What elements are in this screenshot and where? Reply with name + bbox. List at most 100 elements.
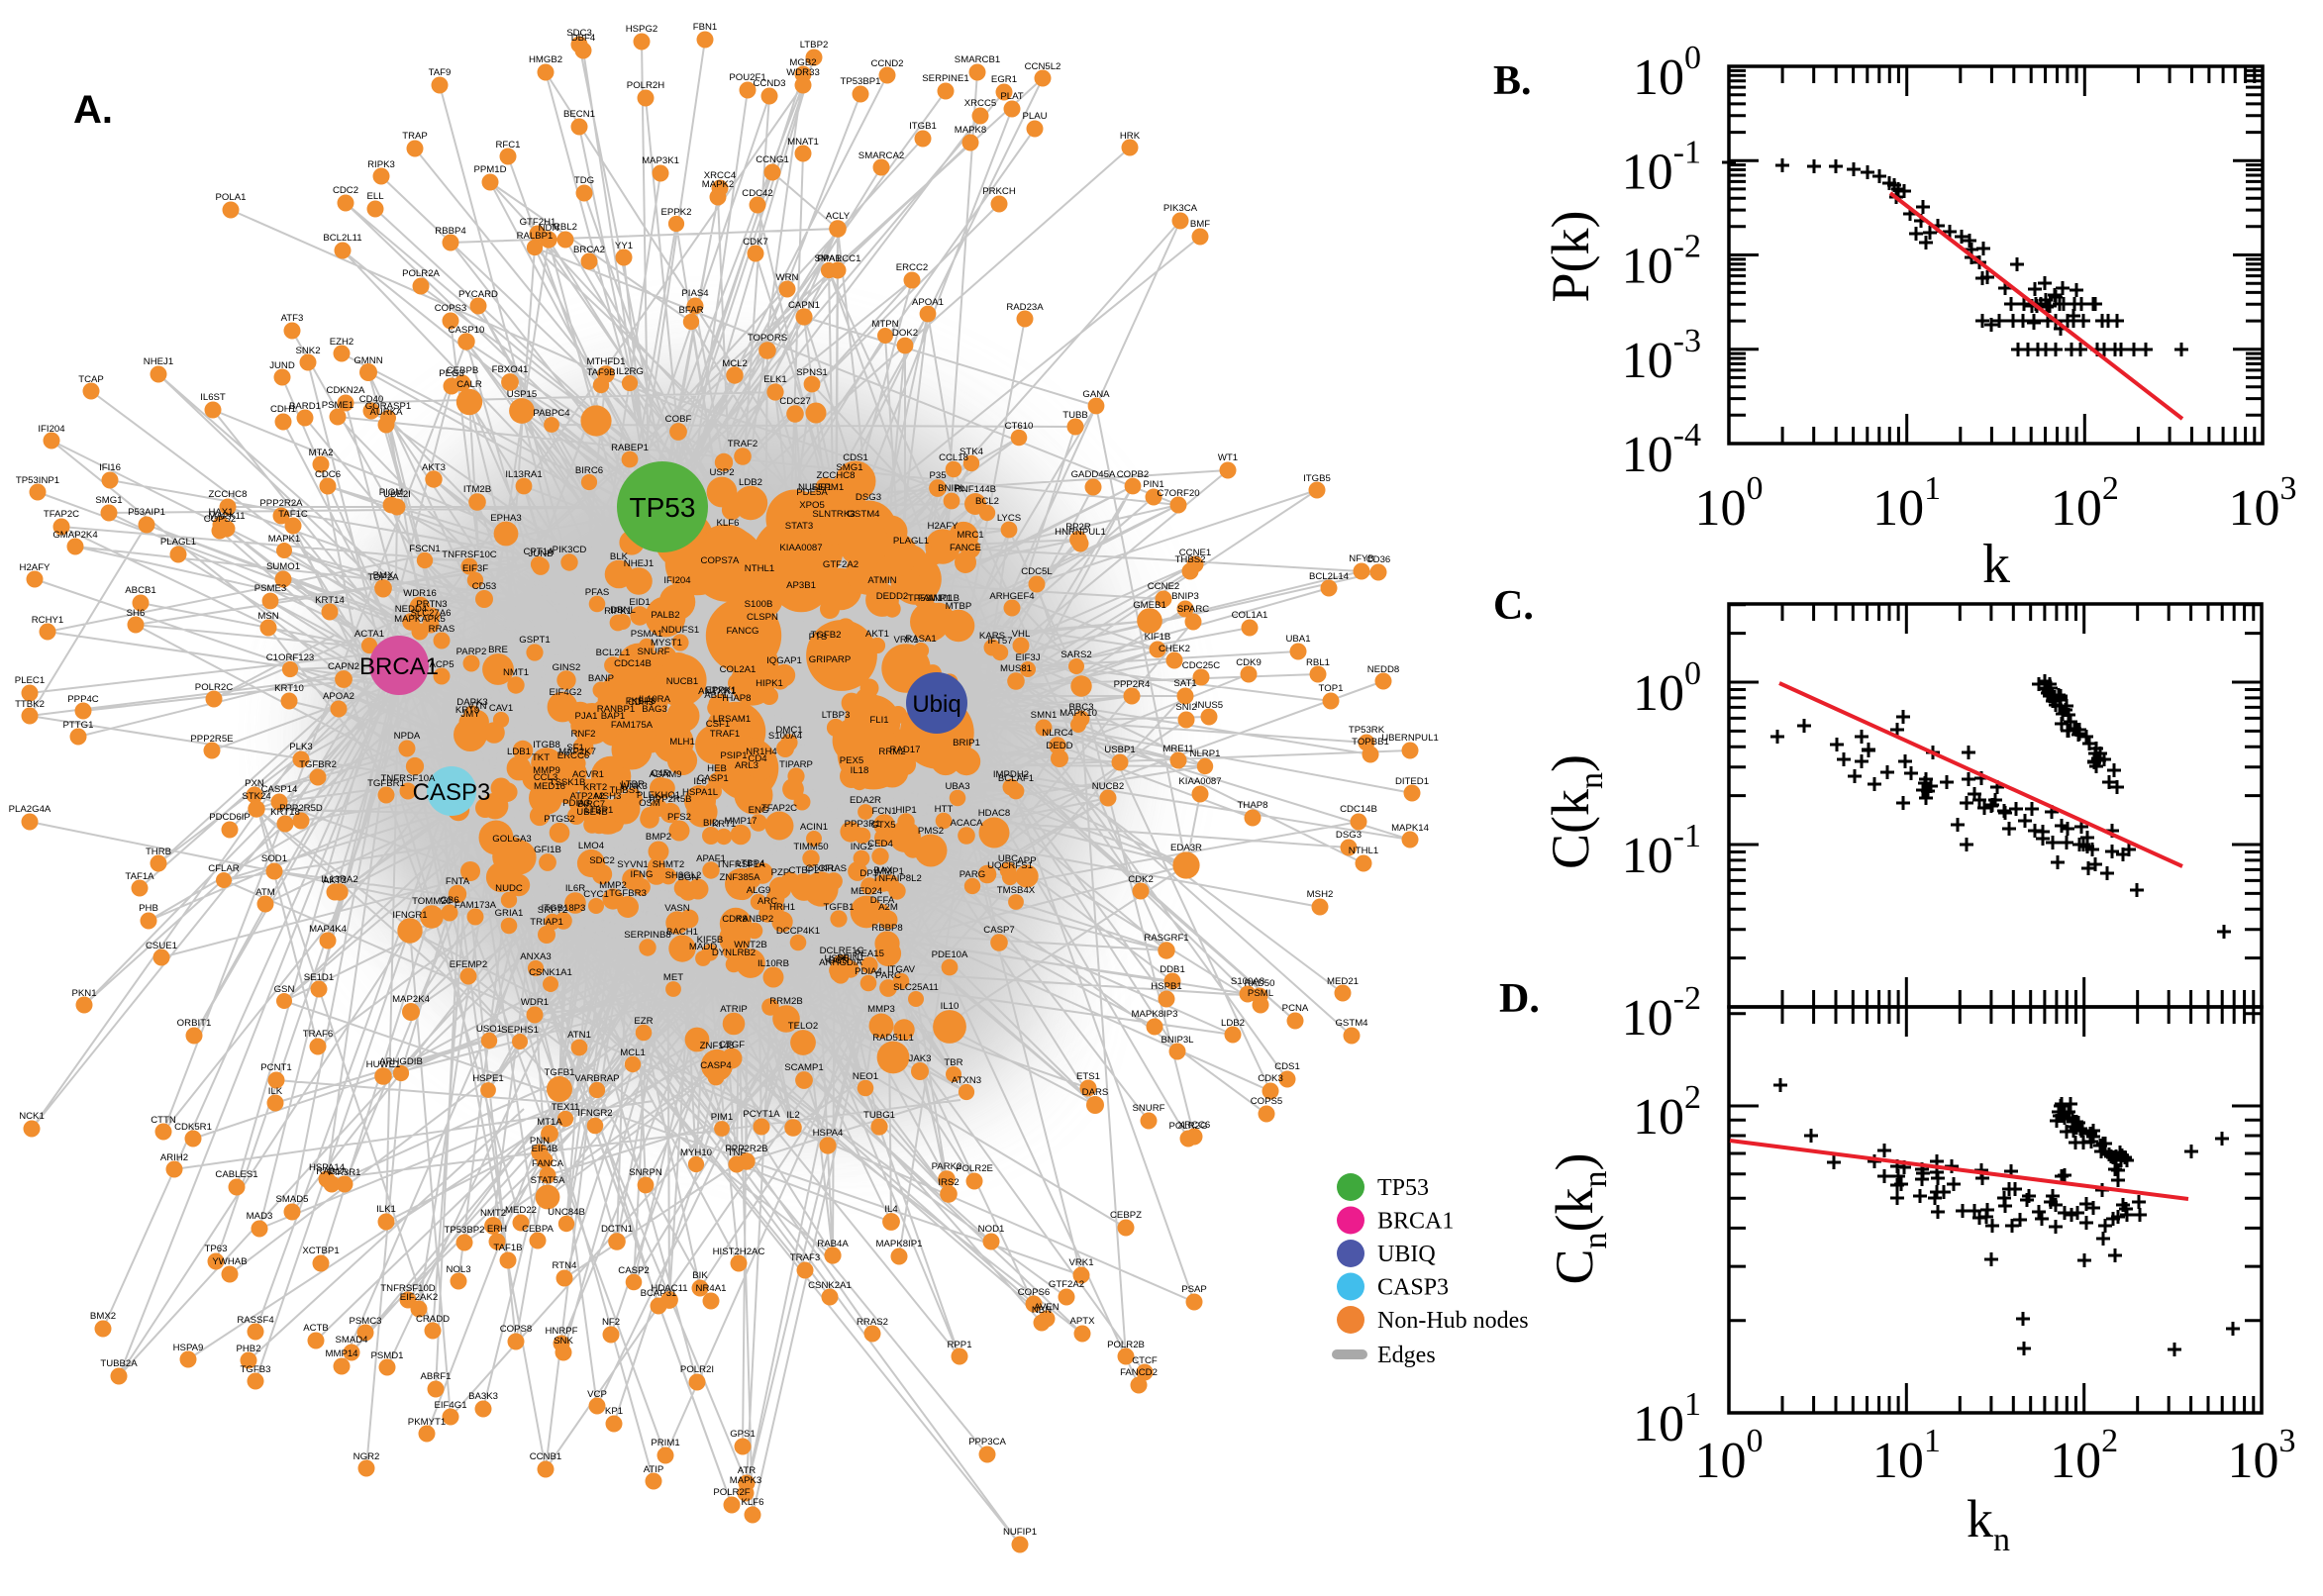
svg-text:ABCB1: ABCB1 (125, 585, 155, 596)
svg-text:CDC5L: CDC5L (1021, 566, 1053, 577)
svg-text:PSME3: PSME3 (254, 583, 287, 594)
svg-text:NBN: NBN (1032, 1305, 1052, 1316)
svg-text:P53AIP1: P53AIP1 (128, 507, 165, 518)
svg-text:COL2A1: COL2A1 (720, 664, 757, 675)
svg-text:WDR33: WDR33 (786, 67, 820, 78)
svg-text:DAPK3: DAPK3 (456, 697, 487, 708)
svg-text:ABRF1: ABRF1 (421, 1371, 452, 1382)
svg-text:BAX: BAX (873, 865, 893, 876)
svg-text:Ubiq: Ubiq (912, 691, 960, 718)
svg-text:FLI1: FLI1 (869, 715, 888, 726)
svg-text:NUCB1: NUCB1 (666, 676, 699, 687)
svg-text:CCL18: CCL18 (939, 452, 968, 463)
svg-text:SYVN1: SYVN1 (617, 859, 648, 870)
svg-text:GSTM4: GSTM4 (1335, 1018, 1368, 1029)
svg-text:CASP14: CASP14 (261, 784, 298, 795)
svg-text:MMP9: MMP9 (533, 765, 560, 776)
svg-text:CD36: CD36 (1366, 554, 1391, 565)
svg-text:SMG1: SMG1 (95, 495, 122, 506)
svg-text:PPP2R5D: PPP2R5D (279, 803, 323, 814)
svg-text:PSMC3: PSMC3 (349, 1316, 381, 1327)
svg-text:PPP4C: PPP4C (67, 694, 99, 705)
svg-text:GTF2A2: GTF2A2 (1049, 1279, 1084, 1290)
svg-text:TRAF2: TRAF2 (728, 439, 758, 449)
svg-text:TELO2: TELO2 (788, 1021, 818, 1032)
svg-text:LTBP4: LTBP4 (737, 858, 765, 869)
svg-text:HSPE1: HSPE1 (472, 1073, 503, 1084)
svg-text:MUS81: MUS81 (1000, 663, 1032, 674)
svg-text:PSMA1: PSMA1 (631, 629, 663, 640)
svg-text:THBS1: THBS1 (610, 785, 641, 796)
svg-text:ACVR1: ACVR1 (572, 769, 604, 780)
svg-text:SNK: SNK (554, 1336, 573, 1347)
svg-text:CASP3: CASP3 (413, 779, 491, 806)
svg-text:SEPM1: SEPM1 (812, 482, 845, 493)
svg-text:TOPORS: TOPORS (748, 333, 787, 344)
svg-text:MYST1: MYST1 (651, 638, 682, 648)
svg-text:BCLAF1: BCLAF1 (998, 773, 1034, 784)
svg-text:ITGB1: ITGB1 (909, 121, 937, 132)
svg-text:IMPDH2: IMPDH2 (993, 769, 1029, 780)
svg-text:IL18: IL18 (851, 765, 869, 776)
svg-text:HNRNPUL1: HNRNPUL1 (1055, 527, 1106, 538)
svg-text:BMP2: BMP2 (646, 832, 671, 843)
svg-text:HRH1: HRH1 (769, 902, 795, 913)
svg-text:FAM101B: FAM101B (918, 593, 960, 604)
svg-text:EIF2AK2: EIF2AK2 (400, 1292, 438, 1303)
svg-text:FKBP8: FKBP8 (626, 696, 656, 707)
svg-text:USP5: USP5 (824, 953, 849, 964)
svg-text:PSML: PSML (1248, 988, 1274, 999)
svg-text:PARC: PARC (875, 970, 901, 981)
svg-text:EDA2R: EDA2R (850, 795, 881, 806)
svg-text:TGFB3: TGFB3 (241, 1364, 271, 1375)
svg-text:RALBP1: RALBP1 (517, 231, 554, 242)
svg-text:RNF144B: RNF144B (955, 484, 996, 495)
svg-text:TNFRSF10D: TNFRSF10D (380, 1283, 436, 1294)
svg-text:RIPK3: RIPK3 (367, 159, 395, 170)
svg-text:MCL2: MCL2 (722, 358, 748, 369)
svg-text:THAP8: THAP8 (721, 693, 752, 704)
svg-text:PIGM: PIGM (379, 487, 404, 498)
svg-text:BCL2L11: BCL2L11 (323, 233, 361, 244)
svg-text:P(k): P(k) (1541, 211, 1600, 303)
svg-text:SHMT2: SHMT2 (653, 859, 685, 870)
svg-text:SMG1: SMG1 (836, 462, 862, 473)
svg-text:PXN: PXN (245, 778, 264, 789)
svg-text:TAF1B: TAF1B (493, 1243, 522, 1253)
svg-text:CASP2: CASP2 (618, 1265, 649, 1276)
svg-text:OSM: OSM (639, 798, 660, 809)
svg-text:GINS2: GINS2 (553, 662, 581, 673)
svg-text:101: 101 (1872, 470, 1941, 537)
svg-text:MED24: MED24 (851, 886, 883, 897)
svg-text:MAPK8IP3: MAPK8IP3 (1132, 1009, 1178, 1020)
svg-text:S100B: S100B (745, 599, 773, 610)
svg-text:PHB2: PHB2 (236, 1344, 260, 1354)
svg-text:COPS3: COPS3 (435, 303, 467, 314)
svg-text:MRC1: MRC1 (957, 530, 983, 541)
svg-text:SCAMP1: SCAMP1 (784, 1062, 823, 1073)
svg-text:WNK3: WNK3 (620, 781, 648, 792)
svg-text:TGFB2: TGFB2 (811, 630, 842, 641)
svg-text:ACTB: ACTB (303, 1323, 329, 1334)
svg-text:BECN1: BECN1 (563, 109, 595, 120)
svg-text:ORBIT1: ORBIT1 (177, 1018, 212, 1029)
svg-text:AVEN: AVEN (1034, 1302, 1059, 1313)
svg-text:NEO1: NEO1 (853, 1071, 878, 1082)
svg-text:SARS2: SARS2 (1060, 649, 1091, 660)
svg-text:MNAT1: MNAT1 (787, 137, 819, 148)
svg-text:SNRPN: SNRPN (629, 1167, 662, 1178)
svg-text:NEDD8: NEDD8 (1367, 664, 1400, 675)
svg-text:TP63: TP63 (205, 1244, 228, 1254)
svg-text:RP2R: RP2R (1065, 522, 1091, 533)
svg-text:BANP: BANP (588, 673, 614, 684)
svg-text:ITM2B: ITM2B (463, 484, 491, 495)
svg-text:FBXO41: FBXO41 (492, 364, 529, 375)
svg-text:NLRC4: NLRC4 (1042, 728, 1073, 739)
svg-text:SAT1: SAT1 (1173, 678, 1196, 689)
svg-text:POLR2F: POLR2F (713, 1487, 750, 1498)
svg-text:POLR2H: POLR2H (627, 80, 664, 91)
svg-text:LRSAM1: LRSAM1 (713, 714, 751, 725)
svg-text:HRK: HRK (1120, 131, 1141, 142)
svg-text:D.: D. (1499, 976, 1540, 1022)
svg-text:KRAS: KRAS (821, 863, 847, 874)
